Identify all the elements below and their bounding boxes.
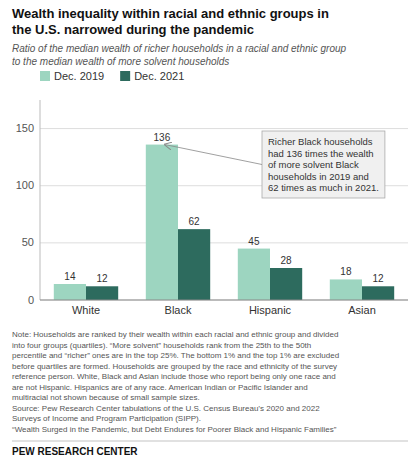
legend-label: Dec. 2019 [54,70,104,82]
y-tick-label: 50 [22,236,34,248]
legend-label: Dec. 2021 [134,70,184,82]
data-label: 62 [189,216,201,227]
annotation-text: Richer Black householdshad 136 times the… [268,136,379,193]
data-label: 12 [97,273,109,284]
data-label: 12 [373,273,385,284]
annotation: Richer Black householdshad 136 times the… [165,131,385,198]
title: Wealth inequality within racial and ethn… [12,6,329,37]
annotation-arrow [165,145,262,165]
bar [146,145,178,300]
bar [86,286,118,300]
note: Note: Households are ranked by their wea… [12,330,339,434]
annotation-box [262,131,385,198]
y-axis [40,100,41,300]
x-tick-label: Asian [348,304,376,316]
x-tick-label: White [72,304,100,316]
x-tick-label: Hispanic [249,304,292,316]
bars [54,145,394,300]
subtitle: Ratio of the median wealth of richer hou… [12,43,347,67]
legend-swatch [120,71,130,81]
source: PEW RESEARCH CENTER [12,446,138,457]
legend-swatch [40,71,50,81]
legend: Dec. 2019 Dec. 2021 [40,70,184,82]
bar [330,279,362,300]
grid [40,129,408,300]
data-label: 14 [64,271,76,282]
grid-line [40,300,408,301]
grid-line [40,128,408,129]
data-label: 45 [248,236,260,247]
data-label: 136 [154,132,171,143]
bar [270,268,302,300]
chart: Wealth inequality within racial and ethn… [0,0,420,461]
data-label: 28 [281,255,293,266]
bar [54,284,86,300]
data-label: 18 [340,266,352,277]
separator [12,441,408,442]
grid-line [40,242,408,243]
bar [238,249,270,300]
y-tick-label: 150 [16,122,34,134]
x-axis [40,300,408,301]
bar [178,229,210,300]
data-labels: 14 136 45 18 12 62 28 12 [64,132,384,285]
y-tick-label: 0 [28,294,34,306]
x-tick-label: Black [165,304,192,316]
y-tick-label: 100 [16,179,34,191]
bar [362,286,394,300]
